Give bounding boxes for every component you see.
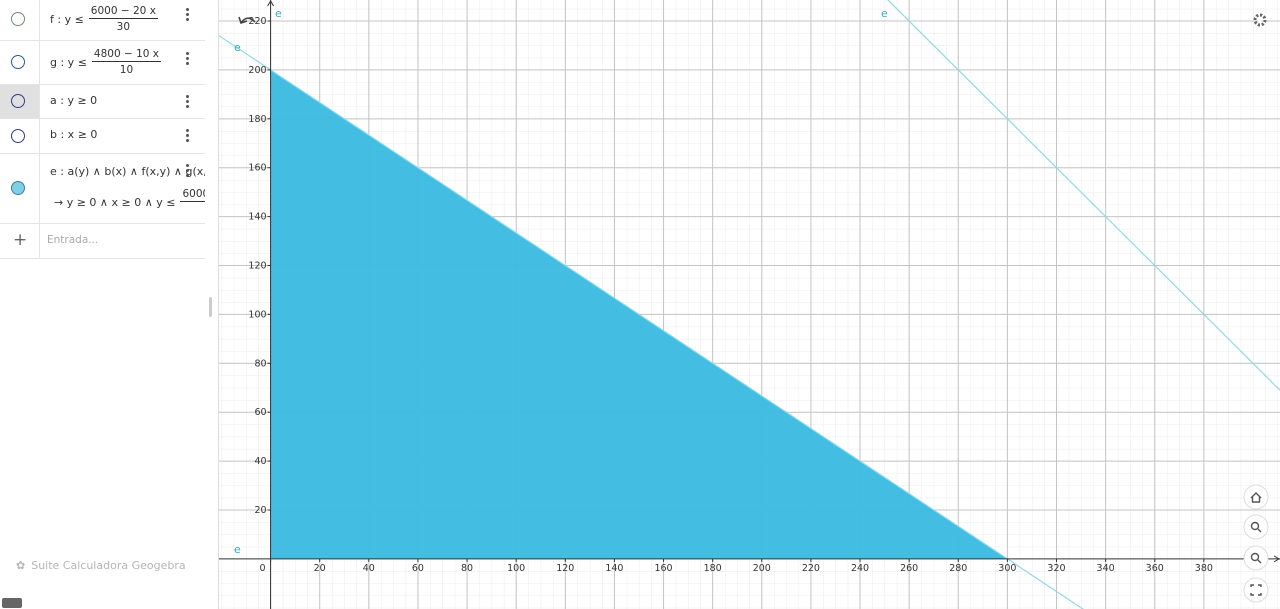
item-menu[interactable] [186, 129, 189, 144]
x-tick-label: 280 [949, 563, 967, 574]
add-icon[interactable]: + [13, 230, 28, 250]
visibility-cell [0, 85, 40, 118]
numerator: 6000 [180, 188, 205, 202]
footer-text: Suite Calculadora Geogebra [31, 559, 186, 572]
algebra-view: f : y ≤ 6000 − 20 x 30 g : y ≤ 4800 − 10 x 1… [0, 0, 219, 609]
visibility-cell [0, 119, 40, 153]
visibility-toggle[interactable] [11, 55, 25, 69]
algebra-item[interactable]: b : x ≥ 0 [0, 119, 205, 154]
fraction: 6000 − 20 x 30 [88, 5, 158, 33]
algebra-item[interactable]: g : y ≤ 4800 − 10 x 10 [0, 41, 205, 85]
object-label: e [234, 41, 241, 54]
settings-button[interactable] [1253, 13, 1267, 27]
zoom-in-button[interactable] [1243, 514, 1269, 540]
visibility-cell [0, 154, 40, 223]
visibility-cell [0, 41, 40, 84]
x-tick-label: 40 [363, 563, 375, 574]
value-label: → y ≥ 0 ∧ x ≥ 0 ∧ y ≤ [54, 195, 176, 209]
input-row[interactable]: + Entrada... [0, 224, 205, 259]
definition: e : a(y) ∧ b(x) ∧ f(x,y) ∧ g(x, y [50, 165, 205, 178]
y-tick-label: 100 [248, 309, 266, 320]
algebra-item[interactable]: a : y ≥ 0 [0, 85, 205, 119]
item-menu[interactable] [186, 52, 189, 67]
x-tick-label: 320 [1047, 563, 1065, 574]
item-menu[interactable] [186, 95, 189, 110]
label: f : y ≤ [50, 12, 84, 26]
view-buttons [1243, 484, 1269, 603]
boundary-line [219, 35, 1084, 609]
numerator: 6000 − 20 x [88, 5, 158, 19]
fraction: 4800 − 10 x 10 [91, 48, 162, 76]
denominator: 30 [116, 21, 131, 33]
y-tick-label: 160 [248, 163, 266, 174]
visibility-toggle[interactable] [11, 94, 25, 108]
x-tick-label: 20 [314, 563, 326, 574]
y-tick-label: 40 [254, 456, 266, 467]
item-menu[interactable] [186, 164, 189, 179]
x-tick-label: 60 [412, 563, 424, 574]
y-tick-label: 140 [248, 212, 266, 223]
fraction: 60003 [180, 188, 205, 216]
button-icons [1250, 492, 1262, 596]
algebra-item[interactable]: e : a(y) ∧ b(x) ∧ f(x,y) ∧ g(x, y → y ≥ … [0, 154, 205, 224]
visibility-toggle[interactable] [11, 181, 25, 195]
y-tick-label: 60 [254, 407, 266, 418]
home-button[interactable] [1243, 484, 1269, 510]
visibility-cell [0, 0, 40, 40]
definition: b : x ≥ 0 [50, 128, 98, 141]
add-cell: + [0, 224, 40, 258]
fullscreen-button[interactable] [1243, 577, 1269, 603]
x-tick-label: 100 [507, 563, 525, 574]
y-tick-label: 220 [248, 16, 266, 27]
x-tick-label: 260 [900, 563, 918, 574]
x-tick-label: 220 [802, 563, 820, 574]
item-menu[interactable] [186, 8, 189, 23]
keyboard-button[interactable] [2, 598, 22, 608]
graphics-view: 0 20 40 60 80 100 120 140 160 180 200 220 240 260 280 3… [219, 0, 1280, 609]
x-axis-arrow [1273, 555, 1280, 563]
object-label: e [234, 543, 241, 556]
denominator: 10 [119, 64, 134, 76]
x-tick-label: 360 [1146, 563, 1164, 574]
input-field[interactable]: Entrada... [47, 234, 99, 246]
y-tick-label: 20 [254, 505, 266, 516]
x-tick-label: 380 [1195, 563, 1213, 574]
logo: ✿ [16, 559, 26, 572]
object-label: e [881, 7, 888, 20]
footer: ✿ Suite Calculadora Geogebra [16, 559, 186, 572]
object-label: e [275, 7, 282, 20]
visibility-toggle[interactable] [11, 12, 25, 26]
y-tick-label: 180 [248, 114, 266, 125]
x-tick-label: 120 [556, 563, 574, 574]
value: → y ≥ 0 ∧ x ≥ 0 ∧ y ≤ 60003 [54, 188, 205, 216]
numerator: 4800 − 10 x [91, 48, 162, 62]
boundary-line [887, 0, 1280, 391]
x-tick-label: 160 [654, 563, 672, 574]
y-tick-label: 200 [248, 65, 266, 76]
algebra-item[interactable]: f : y ≤ 6000 − 20 x 30 [0, 0, 205, 41]
definition: f : y ≤ 6000 − 20 x 30 [50, 5, 158, 33]
undo-button[interactable] [238, 16, 256, 25]
x-tick-label: 240 [851, 563, 869, 574]
y-tick-label: 80 [254, 358, 266, 369]
x-tick-label: 340 [1097, 563, 1115, 574]
x-tick-label: 0 [260, 563, 266, 574]
y-tick-label: 120 [248, 261, 266, 272]
label: g : y ≤ [50, 55, 87, 69]
definition: a : y ≥ 0 [50, 94, 98, 107]
x-tick-label: 300 [998, 563, 1016, 574]
x-tick-label: 140 [605, 563, 623, 574]
visibility-toggle[interactable] [11, 129, 25, 143]
resize-handle[interactable] [209, 297, 212, 317]
y-axis-arrow [267, 0, 275, 7]
definition: g : y ≤ 4800 − 10 x 10 [50, 48, 162, 76]
zoom-out-button[interactable] [1243, 545, 1269, 571]
x-tick-label: 80 [461, 563, 473, 574]
x-tick-label: 200 [753, 563, 771, 574]
x-tick-label: 180 [704, 563, 722, 574]
